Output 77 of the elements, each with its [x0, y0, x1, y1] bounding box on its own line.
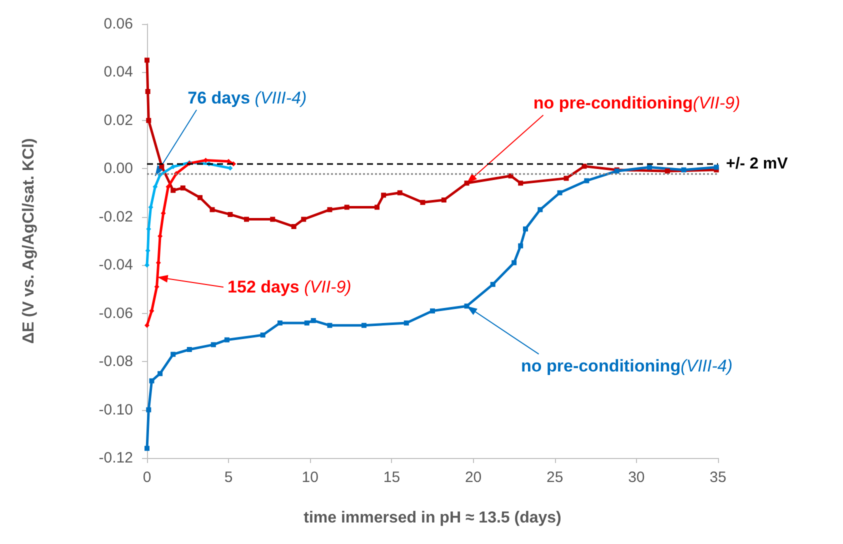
- x-tick-label: 10: [302, 469, 318, 486]
- y-tick-label: 0.02: [104, 112, 133, 129]
- point: [291, 224, 296, 230]
- point: [210, 207, 215, 212]
- point: [301, 216, 306, 222]
- x-tick-label: 20: [464, 469, 482, 486]
- point: [144, 58, 150, 63]
- x-tick-label: 0: [142, 469, 152, 486]
- y-tick-label: 0.04: [104, 64, 133, 81]
- point: [344, 204, 350, 210]
- y-tick-label: -0.06: [98, 304, 133, 322]
- point: [518, 243, 524, 248]
- point: [538, 207, 543, 212]
- annotation: 76 days (VIII-4): [188, 88, 307, 108]
- point: [310, 318, 316, 324]
- point: [327, 207, 332, 212]
- point: [664, 168, 670, 174]
- point: [374, 204, 380, 210]
- point: [327, 322, 332, 328]
- point: [146, 118, 152, 123]
- point: [277, 320, 282, 326]
- point: [557, 190, 562, 196]
- point: [228, 212, 233, 217]
- point: [420, 200, 426, 205]
- x-tick-label: 5: [224, 469, 233, 486]
- point: [304, 320, 310, 326]
- y-tick-label: -0.12: [98, 450, 133, 466]
- point: [170, 188, 176, 193]
- x-tick-label: 30: [628, 469, 645, 486]
- point: [430, 308, 435, 314]
- point: [490, 282, 496, 287]
- x-tick-label: 25: [546, 469, 564, 486]
- point: [210, 342, 216, 348]
- point: [145, 89, 150, 94]
- point: [158, 371, 163, 376]
- annotation: no pre-conditioning(VII-9): [533, 94, 740, 113]
- point: [186, 347, 192, 352]
- point: [170, 352, 176, 357]
- point: [244, 216, 250, 222]
- point: [714, 164, 719, 170]
- point: [260, 332, 266, 338]
- y-tick-label: 0.00: [104, 160, 133, 178]
- point: [397, 190, 402, 196]
- point: [464, 180, 470, 186]
- point: [149, 378, 154, 384]
- ref-line-label: +/- 2 mV: [726, 155, 788, 172]
- point: [404, 320, 409, 326]
- point: [146, 407, 152, 412]
- point: [144, 446, 150, 451]
- y-tick-label: -0.04: [98, 256, 133, 274]
- point: [681, 167, 686, 172]
- point: [381, 192, 386, 198]
- x-tick-label: 15: [383, 469, 400, 486]
- point: [180, 185, 186, 190]
- y-tick-label: 0.06: [104, 16, 133, 32]
- y-tick-label: -0.10: [98, 401, 133, 418]
- point: [441, 198, 446, 203]
- annotation: no pre-conditioning(VIII-4): [520, 356, 733, 376]
- y-axis-title: ΔE (V vs. Ag/AgCl/sat. KCl): [20, 138, 38, 344]
- point: [144, 322, 150, 328]
- point: [518, 180, 524, 186]
- point: [361, 322, 366, 328]
- point: [270, 216, 276, 222]
- point: [198, 195, 203, 200]
- point: [224, 337, 230, 342]
- point: [522, 226, 528, 232]
- y-tick-label: -0.02: [98, 208, 133, 226]
- point: [512, 260, 517, 266]
- point: [584, 178, 590, 184]
- x-axis-title: time immersed in pH ≈ 13.5 (days): [304, 510, 562, 526]
- point: [646, 164, 652, 170]
- point: [564, 176, 569, 181]
- point: [464, 304, 470, 309]
- annotation: 152 days (VII-9): [228, 278, 352, 297]
- y-tick-label: -0.08: [98, 353, 133, 370]
- x-tick-label: 35: [710, 469, 726, 486]
- point: [582, 164, 587, 169]
